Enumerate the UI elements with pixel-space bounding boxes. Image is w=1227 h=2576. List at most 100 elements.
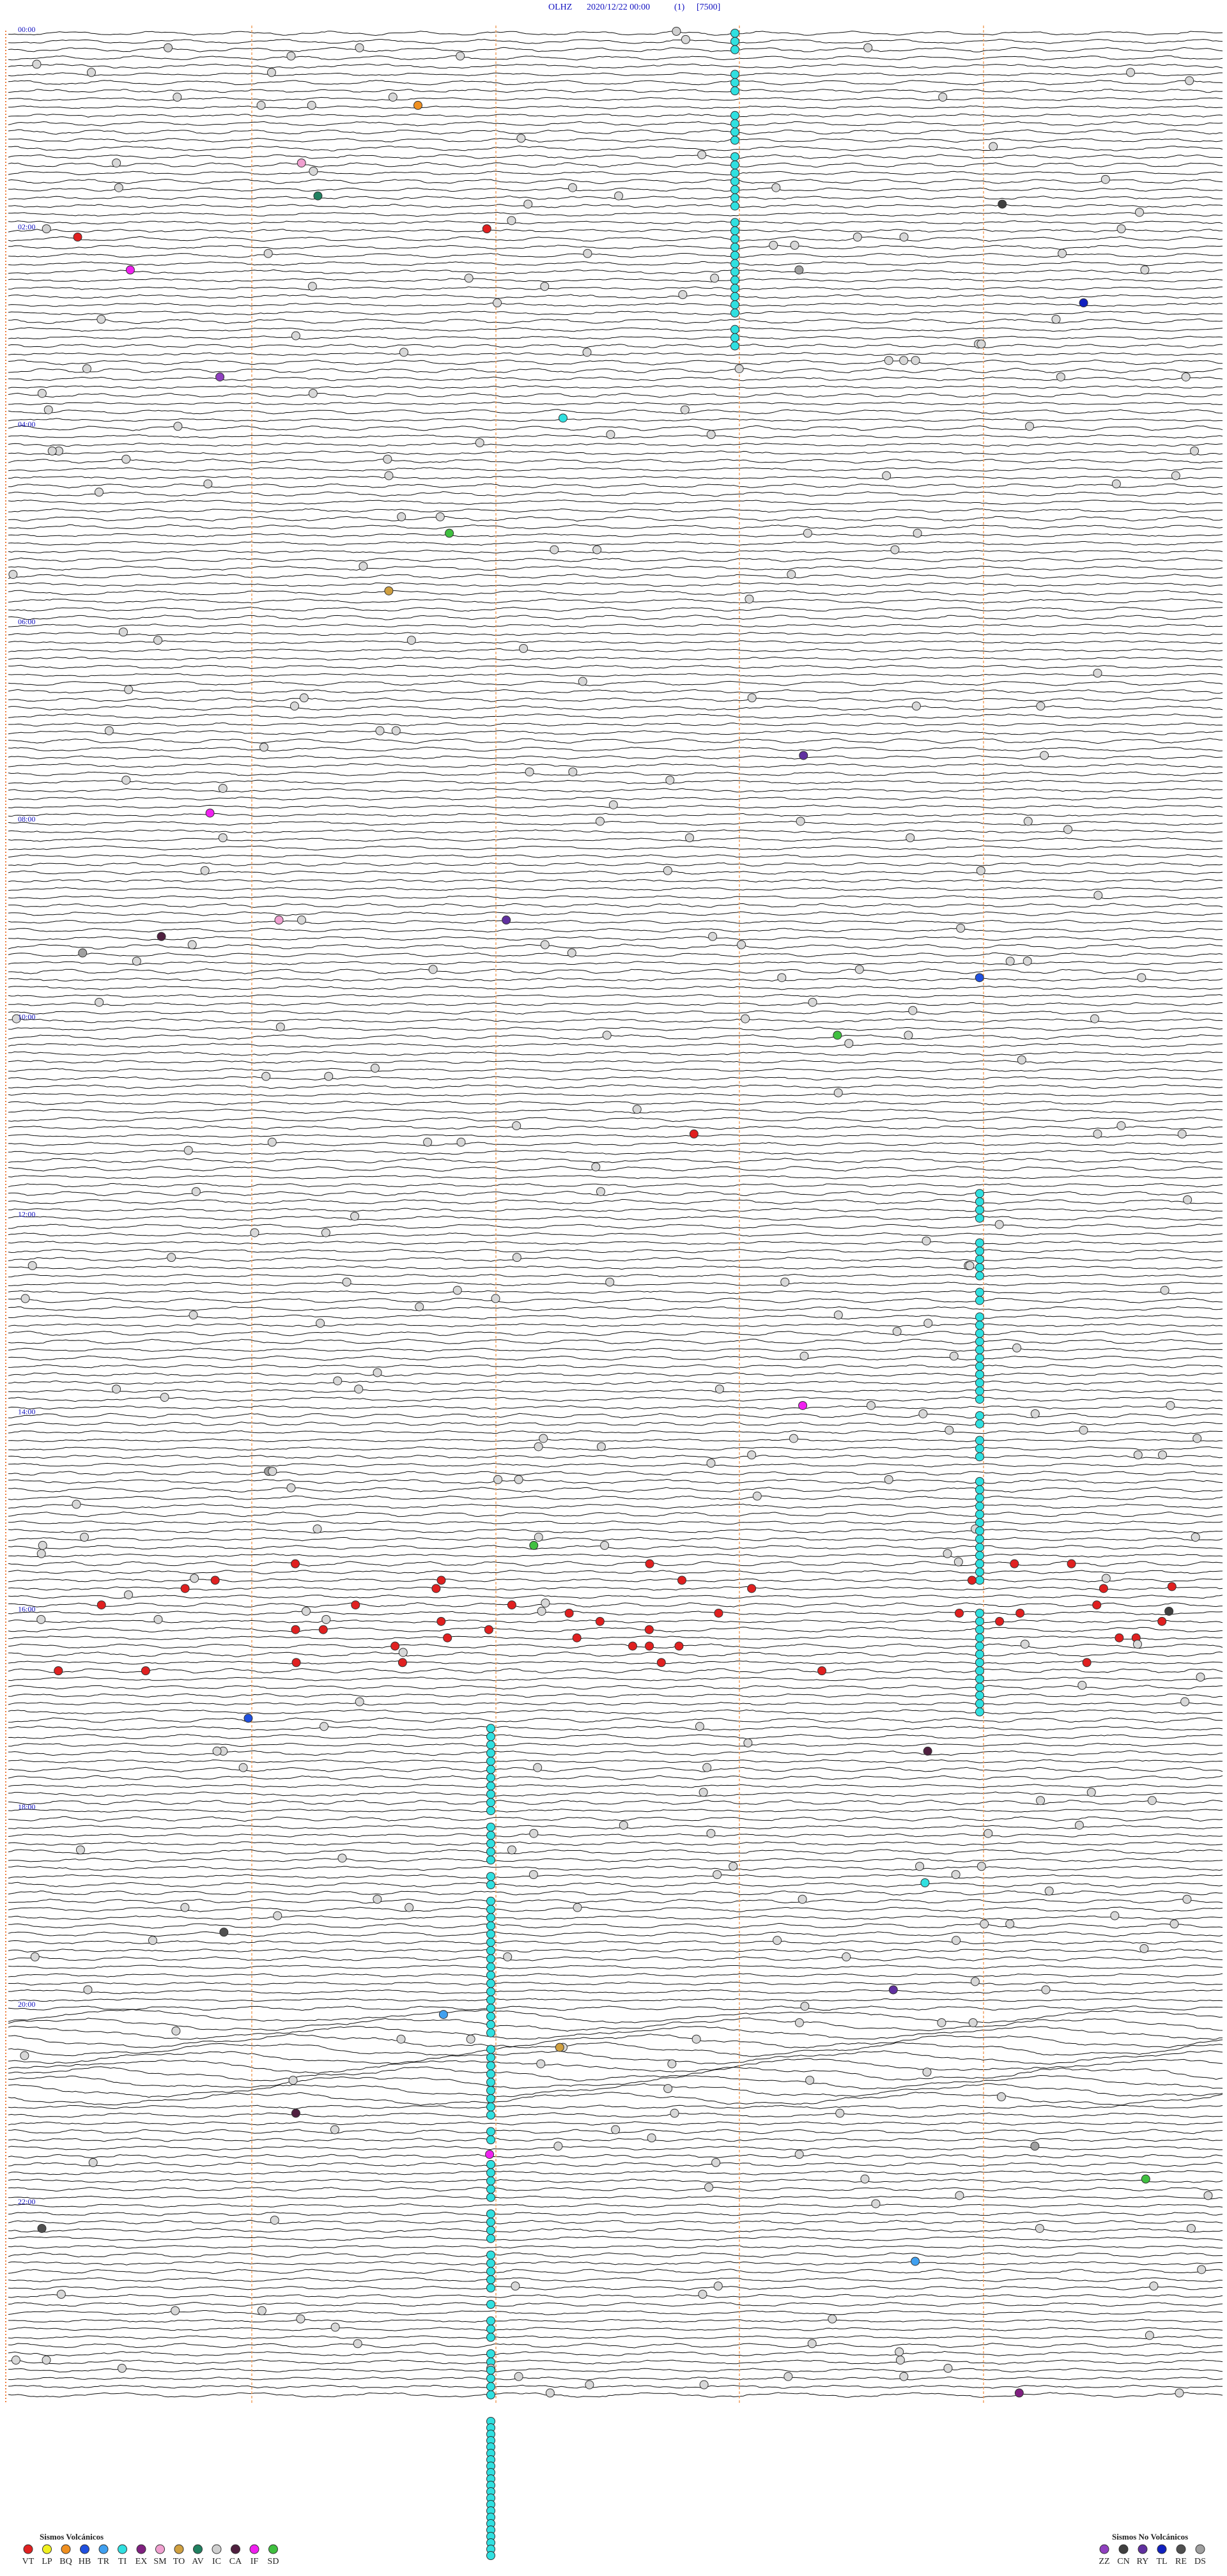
- scale: [7500]: [697, 3, 720, 12]
- event: [1093, 668, 1102, 678]
- event: [803, 528, 812, 538]
- event: [975, 1616, 984, 1626]
- event: [125, 265, 135, 275]
- event: [975, 1287, 984, 1297]
- trace: [8, 1076, 1223, 1081]
- event: [665, 776, 675, 785]
- trace: [8, 2294, 1223, 2299]
- trace: [8, 491, 1223, 497]
- trace: [8, 1364, 1223, 1368]
- legend-code: AV: [192, 2557, 203, 2566]
- trace: [8, 2050, 1223, 2065]
- event: [1175, 2388, 1184, 2398]
- event: [486, 1905, 495, 1914]
- event: [975, 1296, 984, 1305]
- event: [301, 1606, 311, 1616]
- trace: [8, 1602, 1223, 1608]
- event: [1101, 1574, 1111, 1583]
- trace: [8, 2170, 1223, 2175]
- trace: [8, 2066, 1223, 2082]
- trace: [8, 557, 1223, 562]
- event: [210, 1575, 220, 1585]
- legend-swatch: [80, 2544, 89, 2554]
- event: [37, 2223, 47, 2233]
- event: [296, 2314, 305, 2324]
- legend-code: HB: [79, 2557, 91, 2566]
- event: [1167, 1582, 1177, 1591]
- event: [595, 816, 605, 826]
- trace: [8, 2252, 1223, 2258]
- trace: [8, 1931, 1223, 1937]
- trace: [8, 392, 1223, 398]
- event: [591, 1162, 601, 1172]
- event: [730, 325, 739, 334]
- trace: [8, 425, 1223, 431]
- event: [975, 1345, 984, 1354]
- trace: [8, 2017, 1223, 2032]
- event: [493, 298, 502, 308]
- event: [511, 2281, 520, 2291]
- trace: [8, 1759, 1223, 1764]
- trace: [8, 121, 1223, 126]
- event: [79, 1533, 89, 1542]
- event: [796, 816, 805, 826]
- trace: [8, 2342, 1223, 2349]
- trace: [8, 1232, 1223, 1237]
- event: [674, 1641, 684, 1651]
- event: [681, 34, 690, 44]
- header: OLHZ 2020/12/22 00:00 (1) [7500]: [548, 3, 720, 12]
- trace: [8, 1125, 1223, 1130]
- event: [1100, 174, 1110, 184]
- trace: [8, 1611, 1223, 1616]
- legend-swatch: [42, 2544, 52, 2554]
- event: [30, 1952, 40, 1961]
- event: [486, 2110, 495, 2120]
- event: [787, 570, 796, 579]
- event: [415, 1302, 424, 1312]
- event: [555, 2043, 564, 2052]
- legend-code: EX: [135, 2557, 148, 2566]
- trace: [8, 968, 1223, 974]
- trace: [8, 1915, 1223, 1920]
- trace: [8, 829, 1223, 834]
- event: [486, 2250, 495, 2260]
- event: [895, 2347, 904, 2357]
- trace: [8, 88, 1223, 93]
- event: [88, 2158, 98, 2167]
- event: [975, 1625, 984, 1634]
- legend-code: TR: [98, 2557, 110, 2566]
- event: [288, 2076, 298, 2085]
- event: [8, 570, 18, 579]
- event: [996, 2092, 1006, 2101]
- event: [486, 2193, 495, 2202]
- legend-code: CN: [1117, 2557, 1129, 2566]
- event: [713, 2281, 723, 2291]
- event: [975, 1485, 984, 1494]
- event: [975, 1608, 984, 1618]
- event: [273, 1911, 282, 1920]
- trace: [8, 2359, 1223, 2365]
- event: [706, 430, 716, 440]
- event: [307, 100, 316, 110]
- event: [355, 43, 364, 52]
- event: [975, 1476, 984, 1486]
- trace: [8, 862, 1223, 867]
- event: [486, 2218, 495, 2227]
- event: [486, 1921, 495, 1931]
- event: [56, 2290, 66, 2299]
- event: [951, 1870, 961, 1880]
- event: [456, 1137, 466, 1147]
- event: [266, 68, 276, 77]
- trace: [8, 1438, 1223, 1443]
- event: [486, 1781, 495, 1791]
- trace: [8, 615, 1223, 620]
- legend-code: CA: [229, 2557, 242, 2566]
- event: [47, 446, 57, 456]
- event: [1093, 1129, 1102, 1138]
- legend-swatch: [118, 2544, 127, 2554]
- legend-swatch: [1138, 2544, 1148, 2554]
- event: [805, 2076, 815, 2085]
- event: [491, 1294, 500, 1303]
- event: [908, 1006, 918, 1015]
- legend-code: VT: [22, 2557, 35, 2566]
